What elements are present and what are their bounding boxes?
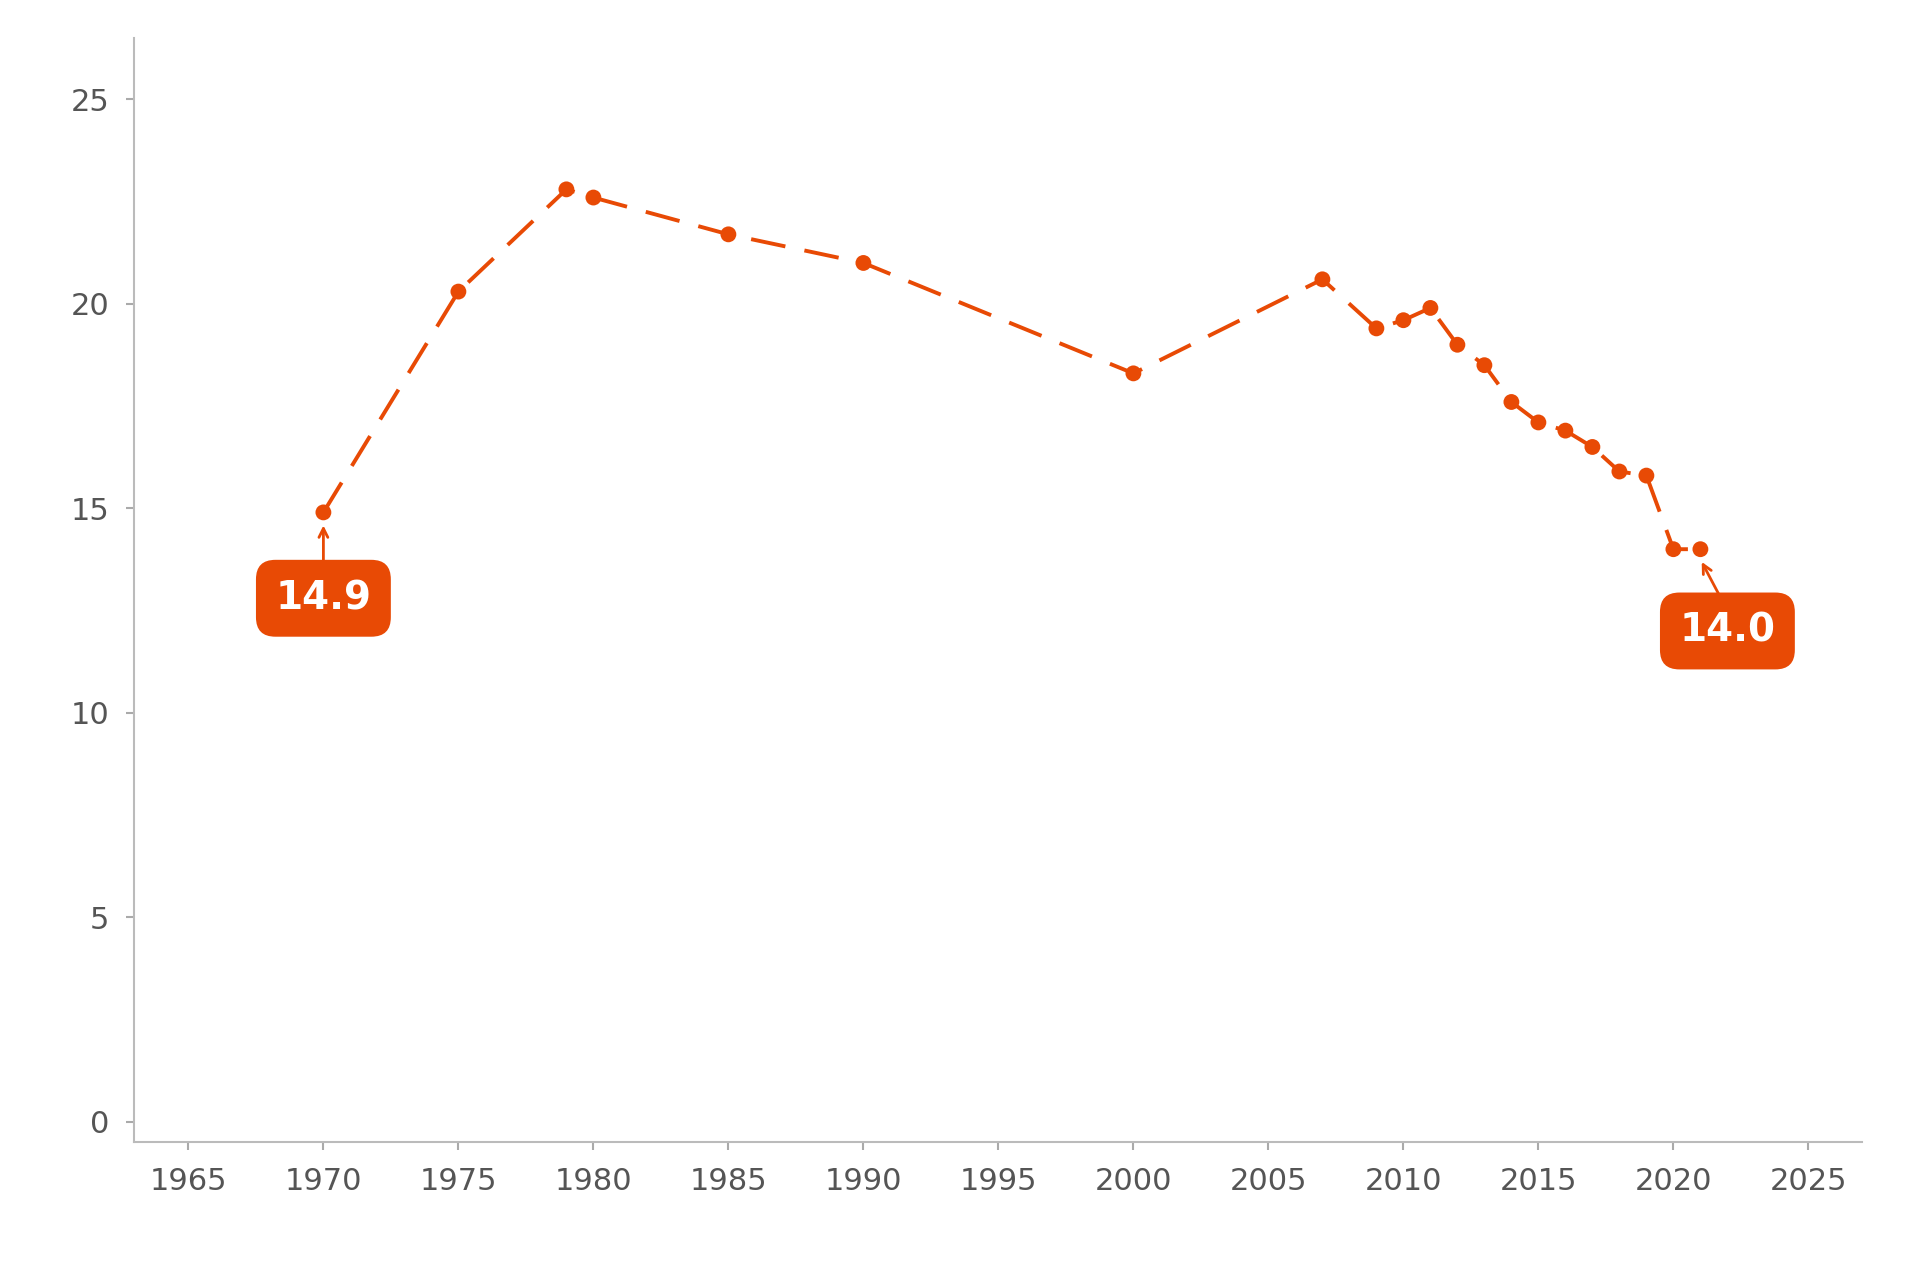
Text: 14.0: 14.0 bbox=[1680, 612, 1776, 650]
Point bbox=[1686, 539, 1716, 560]
Point bbox=[1117, 363, 1148, 383]
Point bbox=[1415, 298, 1446, 319]
Point bbox=[712, 225, 743, 245]
Point bbox=[1659, 539, 1690, 560]
Point bbox=[551, 179, 582, 199]
Point bbox=[849, 253, 879, 273]
Point bbox=[1523, 412, 1553, 433]
Point bbox=[1632, 466, 1663, 486]
Point bbox=[1469, 355, 1500, 376]
Point bbox=[1549, 420, 1580, 440]
Text: 14.9: 14.9 bbox=[275, 579, 371, 617]
Point bbox=[1442, 335, 1473, 355]
Point bbox=[307, 503, 338, 523]
Point bbox=[1308, 269, 1338, 289]
Point bbox=[578, 188, 609, 208]
Point bbox=[1576, 437, 1607, 457]
Point bbox=[1603, 462, 1634, 482]
Point bbox=[444, 282, 474, 302]
Point bbox=[1388, 310, 1419, 330]
Point bbox=[1496, 392, 1526, 412]
Point bbox=[1361, 319, 1392, 339]
